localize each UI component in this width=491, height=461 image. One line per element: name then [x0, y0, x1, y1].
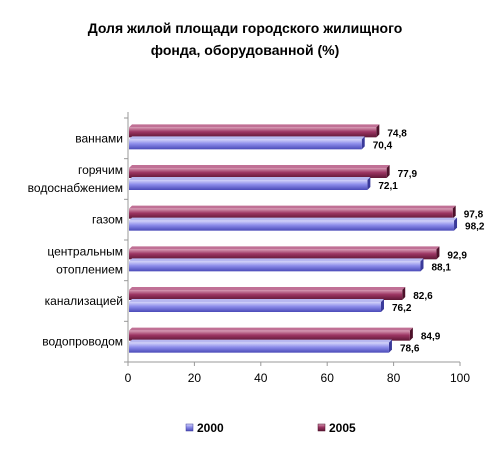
bar-top-face — [129, 136, 365, 140]
category-label: газом — [92, 213, 123, 227]
data-label-2000: 72,1 — [378, 181, 398, 192]
bar-end-face — [409, 327, 413, 341]
bar-2000 — [129, 217, 458, 231]
legend-item-2005: 2005 — [317, 421, 356, 435]
legend-swatch — [317, 423, 326, 432]
bar-top-face — [129, 165, 390, 168]
bar-2000 — [129, 177, 371, 190]
bar-2005 — [129, 165, 390, 178]
bar-top-face — [129, 258, 424, 262]
bar-end-face — [367, 177, 371, 190]
bar-front-face — [129, 127, 377, 138]
bar-end-face — [436, 246, 440, 260]
bar-front-face — [129, 208, 453, 219]
bar-front-face — [129, 342, 389, 353]
x-tick-label: 80 — [387, 371, 401, 385]
bar-end-face — [361, 136, 365, 150]
bar-end-face — [380, 299, 384, 312]
category-label: ваннами — [75, 131, 123, 145]
bar-2005 — [129, 327, 413, 341]
bar-2005 — [129, 246, 440, 260]
bar-2000 — [129, 299, 384, 312]
bar-top-face — [129, 327, 413, 331]
bar-2005 — [129, 287, 406, 300]
bar-front-face — [129, 180, 368, 190]
legend-swatch — [185, 423, 194, 432]
bar-top-face — [129, 205, 456, 209]
bar-top-face — [129, 246, 440, 250]
bar-top-face — [129, 217, 458, 221]
bar-2000 — [129, 136, 365, 150]
category-label: водоснабжением — [28, 181, 123, 195]
bar-front-face — [129, 290, 403, 300]
bar-end-face — [420, 258, 424, 272]
bar-2005 — [129, 124, 380, 138]
bar-2000 — [129, 339, 392, 353]
bar-top-face — [129, 177, 371, 180]
category-label: горячим — [78, 163, 123, 177]
legend-label: 2000 — [197, 421, 224, 435]
category-label: отоплением — [56, 262, 123, 276]
bar-front-face — [129, 249, 437, 260]
data-label-2000: 88,1 — [431, 262, 451, 273]
data-label-2000: 98,2 — [465, 222, 485, 233]
bar-top-face — [129, 299, 384, 302]
bar-front-face — [129, 302, 381, 312]
category-label: центральным — [47, 244, 123, 258]
legend-item-2000: 2000 — [185, 421, 224, 435]
bar-front-face — [129, 330, 410, 341]
data-label-2000: 78,6 — [400, 344, 420, 355]
data-label-2005: 97,8 — [464, 210, 484, 221]
category-label: канализацией — [45, 294, 123, 308]
bar-top-face — [129, 287, 406, 290]
category-label: водопроводом — [42, 335, 123, 349]
bar-2005 — [129, 205, 456, 219]
x-tick-label: 40 — [254, 371, 268, 385]
bar-top-face — [129, 124, 380, 128]
bar-top-face — [129, 339, 392, 343]
x-tick-label: 60 — [321, 371, 335, 385]
bar-front-face — [129, 261, 421, 272]
chart-title-line: фонда, оборудованной (%) — [151, 42, 339, 58]
bar-end-face — [388, 339, 392, 353]
bar-end-face — [452, 205, 456, 219]
data-label-2000: 76,2 — [392, 303, 412, 314]
data-label-2005: 92,9 — [447, 250, 467, 261]
bar-end-face — [402, 287, 406, 300]
bar-2000 — [129, 258, 424, 272]
chart-title-line: Доля жилой площади городского жилищного — [88, 20, 403, 36]
bar-front-face — [129, 220, 455, 231]
x-tick-label: 20 — [188, 371, 202, 385]
data-label-2005: 82,6 — [413, 291, 433, 302]
legend-label: 2005 — [329, 421, 356, 435]
data-label-2005: 77,9 — [398, 169, 418, 180]
data-label-2000: 70,4 — [373, 140, 393, 151]
data-label-2005: 74,8 — [387, 128, 407, 139]
bar-front-face — [129, 139, 362, 150]
data-label-2005: 84,9 — [421, 332, 441, 343]
bar-end-face — [376, 124, 380, 138]
bar-end-face — [454, 217, 458, 231]
bar-front-face — [129, 168, 387, 178]
x-tick-label: 100 — [450, 371, 470, 385]
x-tick-label: 0 — [125, 371, 132, 385]
bar-end-face — [386, 165, 390, 178]
